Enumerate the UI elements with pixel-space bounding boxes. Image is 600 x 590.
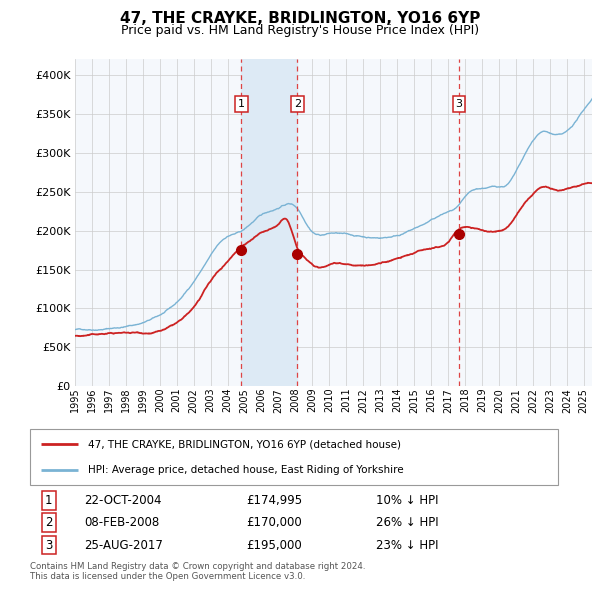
- Text: £170,000: £170,000: [246, 516, 302, 529]
- Text: 25-AUG-2017: 25-AUG-2017: [84, 539, 163, 552]
- Text: 47, THE CRAYKE, BRIDLINGTON, YO16 6YP (detached house): 47, THE CRAYKE, BRIDLINGTON, YO16 6YP (d…: [88, 439, 401, 449]
- Text: Price paid vs. HM Land Registry's House Price Index (HPI): Price paid vs. HM Land Registry's House …: [121, 24, 479, 37]
- Text: Contains HM Land Registry data © Crown copyright and database right 2024.: Contains HM Land Registry data © Crown c…: [30, 562, 365, 571]
- Text: 26% ↓ HPI: 26% ↓ HPI: [376, 516, 438, 529]
- Text: 1: 1: [45, 494, 53, 507]
- Text: £174,995: £174,995: [246, 494, 302, 507]
- Text: 23% ↓ HPI: 23% ↓ HPI: [376, 539, 438, 552]
- Text: 47, THE CRAYKE, BRIDLINGTON, YO16 6YP: 47, THE CRAYKE, BRIDLINGTON, YO16 6YP: [120, 11, 480, 25]
- Bar: [241, 59, 298, 386]
- Text: This data is licensed under the Open Government Licence v3.0.: This data is licensed under the Open Gov…: [30, 572, 305, 581]
- Text: 1: 1: [238, 99, 245, 109]
- Text: 10% ↓ HPI: 10% ↓ HPI: [376, 494, 438, 507]
- Text: 2: 2: [45, 516, 53, 529]
- FancyBboxPatch shape: [30, 429, 558, 485]
- Text: 3: 3: [455, 99, 463, 109]
- Text: 2: 2: [294, 99, 301, 109]
- Text: 22-OCT-2004: 22-OCT-2004: [84, 494, 161, 507]
- Text: HPI: Average price, detached house, East Riding of Yorkshire: HPI: Average price, detached house, East…: [88, 465, 404, 475]
- Text: £195,000: £195,000: [246, 539, 302, 552]
- Text: 3: 3: [45, 539, 53, 552]
- Text: 08-FEB-2008: 08-FEB-2008: [84, 516, 159, 529]
